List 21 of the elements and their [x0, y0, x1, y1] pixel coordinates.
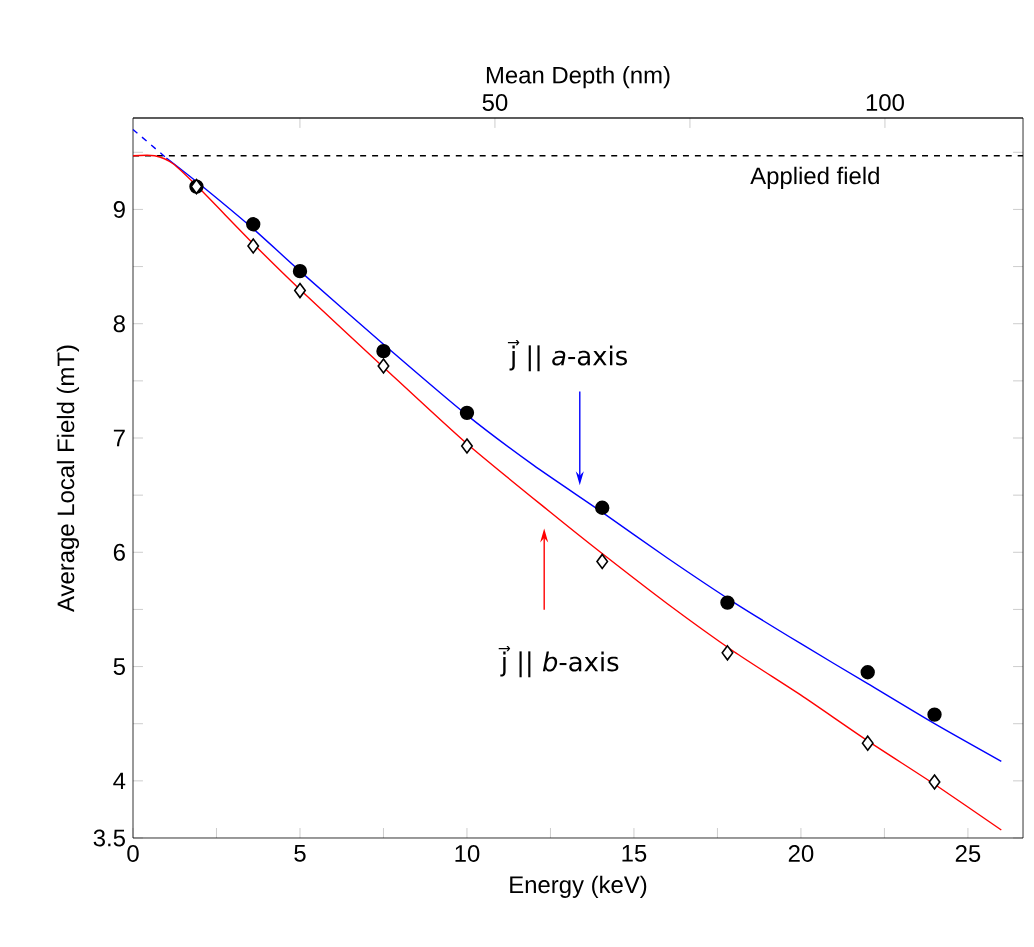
x2-tick-label: 100 [866, 94, 904, 111]
y-axis-title: Average Local Field (mT) [56, 345, 80, 612]
ref-line-label: Applied field [750, 166, 879, 190]
x-tick-label: 15 [622, 845, 647, 862]
y-tick-label: 5 [113, 658, 125, 675]
y-tick-label: 6 [113, 543, 125, 561]
x2-tick-label: 50 [482, 94, 508, 111]
y-tick-label: 4 [113, 772, 126, 790]
x-axis-title: Energy (keV) [510, 875, 647, 898]
x-tick-label: 20 [788, 845, 814, 862]
y-tick-label: 7 [113, 429, 125, 447]
x-tick-label: 10 [455, 845, 480, 862]
x-tick-label: 25 [955, 845, 981, 862]
x2-axis-title: Mean Depth (nm) [486, 66, 670, 89]
y-tick-label: 3.5 [93, 829, 125, 847]
y-tick-label: 9 [113, 200, 125, 218]
annotation: j⃗ || b-axis [498, 645, 619, 678]
x-tick-label: 5 [294, 845, 306, 862]
annotation: j⃗ || a-axis [507, 339, 627, 372]
y-tick-label: 8 [113, 315, 125, 333]
x-tick-label: 0 [127, 845, 139, 862]
